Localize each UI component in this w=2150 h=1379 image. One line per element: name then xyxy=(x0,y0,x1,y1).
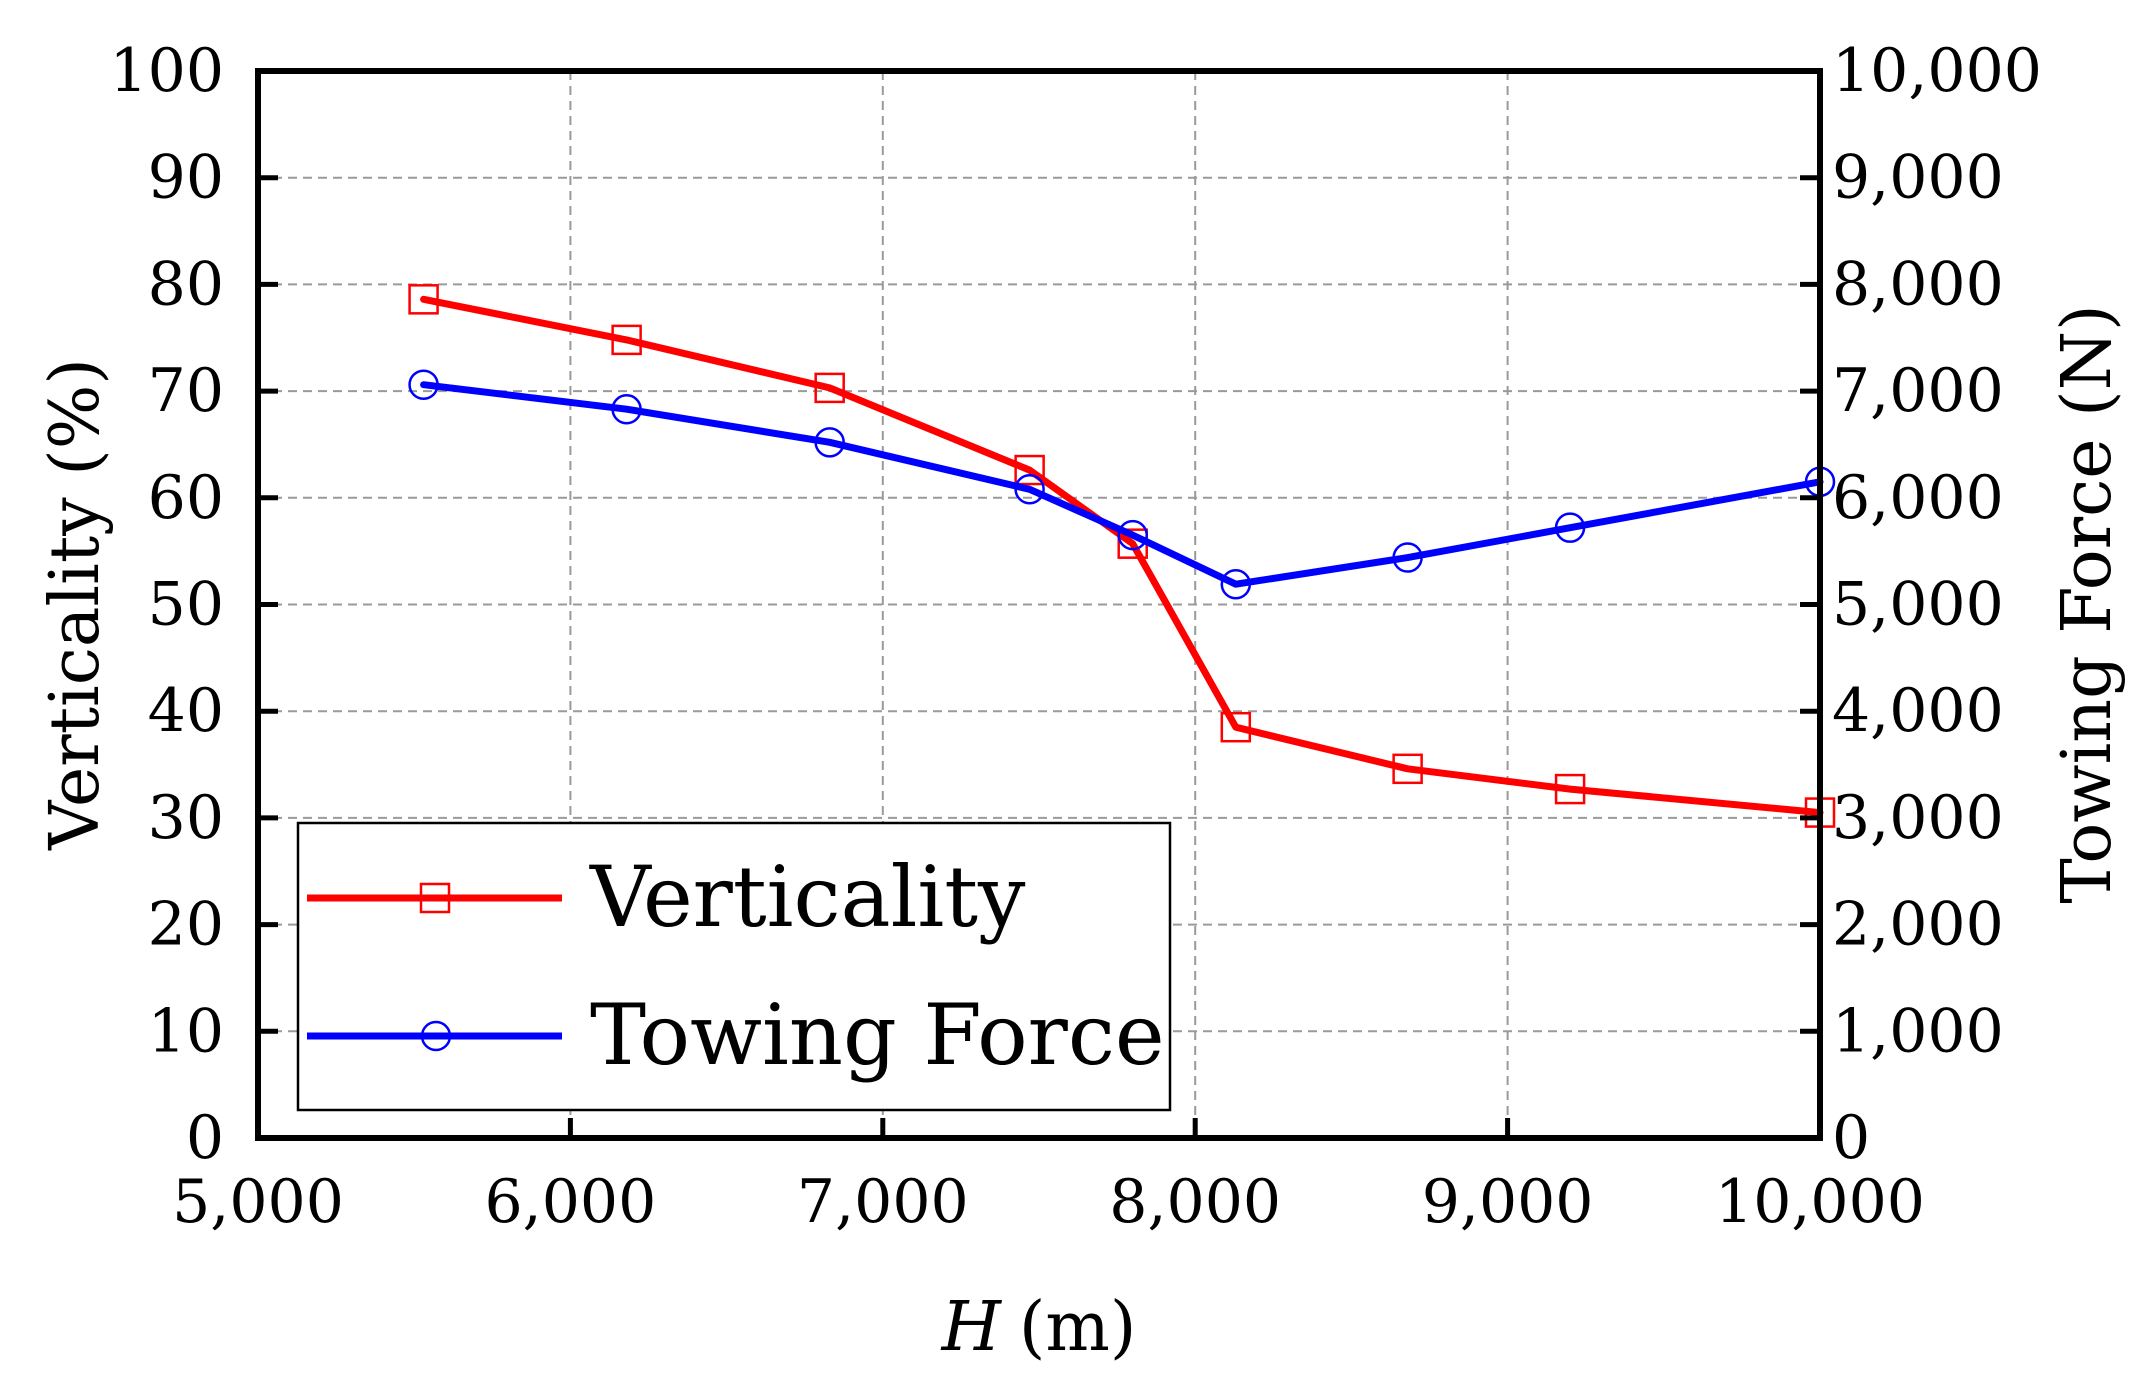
y-right-axis-title: Towing Force (N) xyxy=(2048,304,2127,903)
y-left-tick-label: 90 xyxy=(148,143,224,213)
data-point-verticality xyxy=(611,324,642,356)
data-point-verticality xyxy=(408,284,439,315)
y-right-tick-label: 5,000 xyxy=(1832,570,2004,640)
data-point-verticality xyxy=(1392,753,1423,785)
y-left-axis-title: Verticality (%) xyxy=(36,358,115,851)
x-tick-label: 7,000 xyxy=(797,1167,969,1237)
y-left-tick-label: 20 xyxy=(148,890,224,960)
y-right-tick-label: 0 xyxy=(1832,1103,1870,1173)
legend-label-verticality: Verticality xyxy=(589,848,1026,946)
y-right-tick-label: 8,000 xyxy=(1832,249,2004,319)
legend-label-towing-force: Towing Force xyxy=(590,986,1165,1084)
y-left-tick-label: 40 xyxy=(148,676,224,746)
x-tick-label: 10,000 xyxy=(1715,1167,1925,1237)
y-left-tick-label: 0 xyxy=(186,1103,224,1173)
series-line-towing-force xyxy=(420,381,1824,588)
legend: Verticality Towing Force xyxy=(296,821,1172,1112)
data-point-towing-force xyxy=(1554,512,1586,543)
y-right-tick-label: 6,000 xyxy=(1832,463,2004,533)
y-left-tick-label: 30 xyxy=(148,783,224,853)
x-tick-label: 8,000 xyxy=(1109,1167,1281,1237)
x-tick-label: 6,000 xyxy=(485,1167,657,1237)
series-layer xyxy=(408,284,1836,828)
y-left-tick-label: 50 xyxy=(148,570,224,640)
data-point-towing-force xyxy=(1117,519,1148,551)
y-left-tick-label: 60 xyxy=(148,463,224,533)
data-point-verticality xyxy=(1220,711,1252,743)
data-point-towing-force xyxy=(1014,474,1045,505)
x-axis-title: H (m) xyxy=(940,1288,1137,1367)
y-left-tick-label: 70 xyxy=(148,356,224,426)
x-tick-label: 9,000 xyxy=(1422,1167,1594,1237)
y-right-tick-label: 3,000 xyxy=(1832,783,2004,853)
series-line-verticality xyxy=(420,295,1824,817)
data-point-verticality xyxy=(814,372,845,404)
data-point-towing-force xyxy=(814,427,845,458)
legend-marker-towing-force xyxy=(420,1020,452,1052)
data-point-towing-force xyxy=(408,369,439,400)
data-point-verticality xyxy=(1554,773,1586,805)
y-left-tick-label: 100 xyxy=(109,36,224,106)
data-point-towing-force xyxy=(1392,542,1423,573)
y-right-tick-label: 2,000 xyxy=(1832,890,2004,960)
y-left-tick-label: 80 xyxy=(148,249,224,319)
ticks: 5,000 6,000 7,000 8,000 9,000 10,000010203040… xyxy=(109,36,2041,1237)
data-point-towing-force xyxy=(611,393,642,425)
y-right-tick-label: 10,000 xyxy=(1832,36,2042,106)
legend-box xyxy=(296,821,1172,1112)
y-right-tick-label: 4,000 xyxy=(1832,676,2004,746)
y-left-tick-label: 10 xyxy=(148,996,224,1066)
x-tick-label: 5,000 xyxy=(172,1167,344,1237)
legend-marker-verticality xyxy=(419,882,451,914)
data-point-verticality xyxy=(1014,454,1045,486)
data-point-towing-force xyxy=(1220,568,1252,600)
y-right-tick-label: 7,000 xyxy=(1832,356,2004,426)
y-right-tick-label: 1,000 xyxy=(1832,996,2004,1066)
y-right-tick-label: 9,000 xyxy=(1832,143,2004,213)
